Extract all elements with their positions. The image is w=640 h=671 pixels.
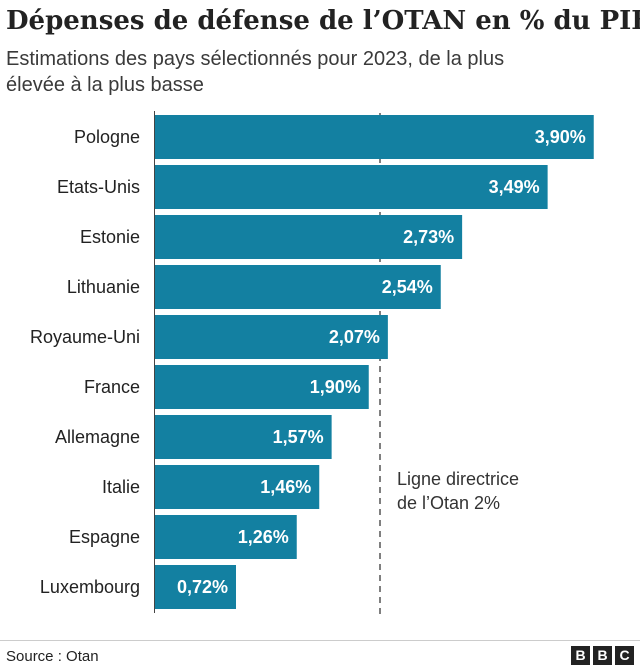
category-label: Pologne	[74, 127, 140, 147]
bar	[155, 565, 236, 609]
logo-letter: B	[571, 646, 590, 665]
bar	[155, 415, 332, 459]
category-label: Estonie	[80, 227, 140, 247]
chart-subtitle: Estimations des pays sélectionnés pour 2…	[6, 48, 505, 96]
bar	[155, 115, 594, 159]
category-label: Allemagne	[55, 427, 140, 447]
logo-letter: C	[615, 646, 634, 665]
bbc-logo: B B C	[571, 646, 634, 665]
category-label: Lithuanie	[67, 277, 140, 297]
category-label: France	[84, 377, 140, 397]
bar	[155, 165, 548, 209]
bar	[155, 515, 297, 559]
value-label: 2,73%	[403, 227, 454, 247]
value-label: 2,07%	[329, 327, 380, 347]
bar	[155, 265, 441, 309]
category-label: Espagne	[69, 527, 140, 547]
bar	[155, 215, 463, 259]
category-label: Royaume-Uni	[30, 327, 140, 347]
category-label: Etats-Unis	[57, 177, 140, 197]
logo-letter: B	[593, 646, 612, 665]
bar-chart: Pologne 3,90% Etats-Unis 3,49% Estonie 2,73% L…	[30, 111, 594, 615]
chart-title: Dépenses de défense de l’OTAN en % du PI…	[6, 6, 640, 36]
value-label: 3,90%	[535, 127, 586, 147]
reference-line-label: de l’Otan 2%	[397, 493, 500, 513]
bar	[155, 365, 369, 409]
value-label: 1,57%	[273, 427, 324, 447]
category-label: Italie	[102, 477, 140, 497]
source-note: Source : Otan	[6, 648, 99, 665]
bar	[155, 465, 320, 509]
value-label: 3,49%	[489, 177, 540, 197]
value-label: 1,26%	[238, 527, 289, 547]
value-label: 0,72%	[177, 577, 228, 597]
bar	[155, 315, 388, 359]
category-label: Luxembourg	[40, 577, 140, 597]
value-label: 1,90%	[310, 377, 361, 397]
reference-line-label: Ligne directrice	[397, 469, 519, 489]
value-label: 2,54%	[382, 277, 433, 297]
footer-divider	[0, 640, 640, 641]
value-label: 1,46%	[260, 477, 311, 497]
